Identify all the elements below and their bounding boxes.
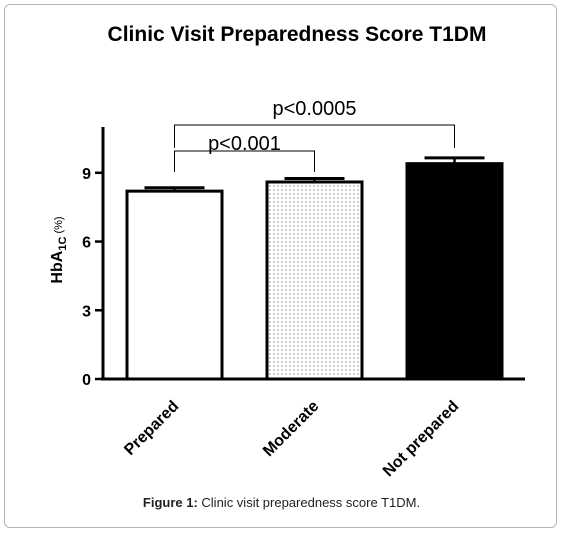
- y-tick-label-9: 9: [82, 166, 91, 183]
- bar-not-prepared: [405, 162, 504, 381]
- bar-moderate: [265, 180, 364, 381]
- y-axis-label-base: HbA: [49, 250, 66, 283]
- y-tick-label-0: 0: [82, 372, 91, 389]
- y-axis-label: HbA1C (%): [49, 216, 69, 283]
- caption-text: Clinic visit preparedness score T1DM.: [197, 495, 421, 510]
- plot-area: 0 3 6 9 Prepared Moderate Not prepared p<0.0005…: [82, 98, 525, 480]
- figure-caption: Figure 1: Clinic visit preparedness scor…: [0, 495, 563, 510]
- significance-label-2: p<0.001: [208, 133, 281, 155]
- bar-prepared: [125, 189, 224, 381]
- significance-label-1: p<0.0005: [273, 98, 357, 120]
- y-axis-label-unit: (%): [53, 216, 65, 236]
- significance-bracket-1: [174, 124, 455, 148]
- figure-frame: [4, 4, 557, 528]
- caption-label: Figure 1:: [142, 495, 198, 510]
- y-tick-label-6: 6: [82, 235, 91, 252]
- significance-bracket-2: [174, 150, 315, 172]
- chart-title: Clinic Visit Preparedness Score T1DM: [108, 23, 487, 46]
- y-tick-label-3: 3: [82, 303, 91, 320]
- x-tick-label-moderate: Moderate: [260, 398, 322, 460]
- x-tick-label-not-prepared: Not prepared: [380, 398, 462, 480]
- x-tick-label-prepared: Prepared: [121, 398, 182, 459]
- y-axis-label-subscript: 1C: [57, 237, 69, 251]
